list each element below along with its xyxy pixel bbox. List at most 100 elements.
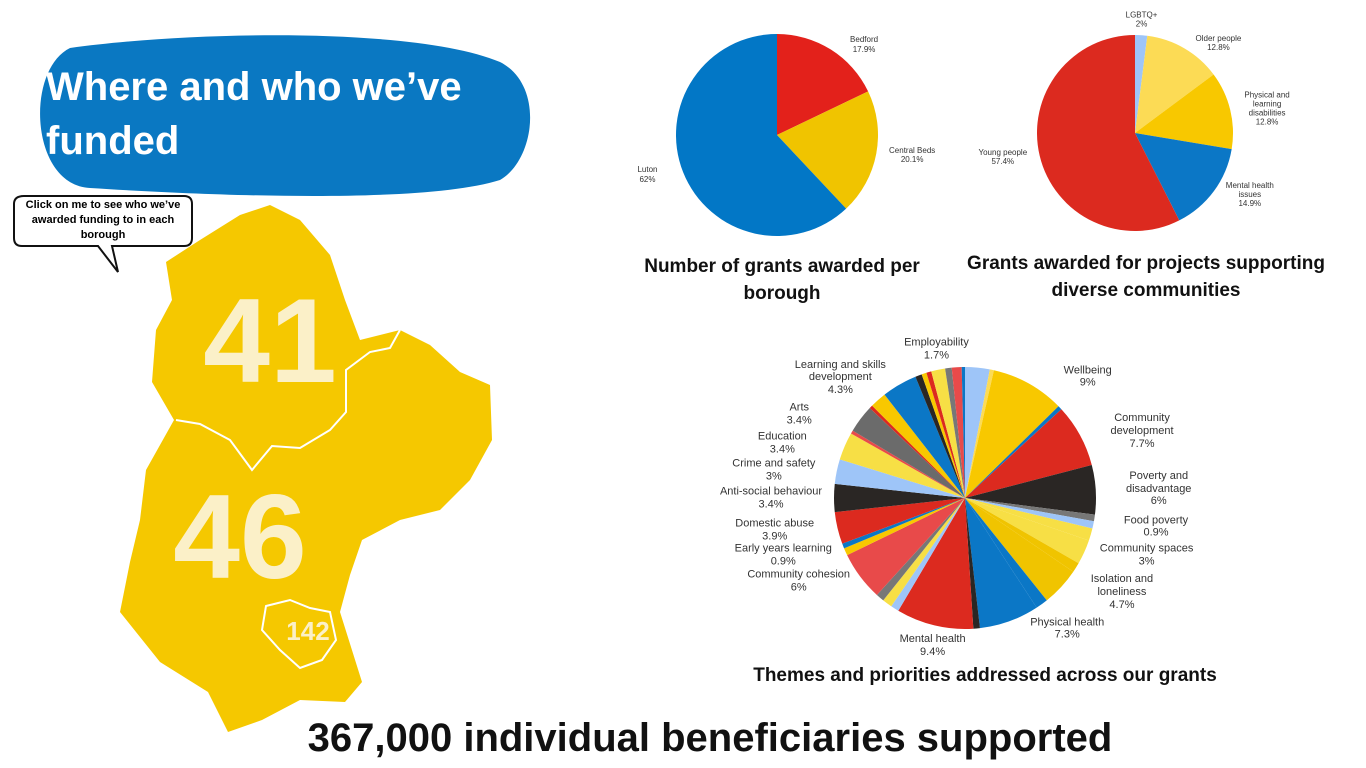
pie-label: Isolation and loneliness 4.7% (1067, 573, 1177, 611)
callout-text[interactable]: Click on me to see who we’ve awarded fun… (25, 199, 181, 241)
label-value: 17.9% (852, 44, 876, 54)
pie-slice (872, 394, 965, 498)
pie-label: Education 3.4% (727, 430, 837, 455)
pie-slice (965, 498, 1095, 522)
label-value: 7.3% (1054, 628, 1080, 641)
label-category: Bedford (850, 35, 879, 45)
pie-label: Mental health issues 14.9% (1219, 181, 1281, 209)
page-title: Where and who we’ve funded (46, 65, 462, 163)
pie-label: Community spaces 3% (1092, 543, 1202, 568)
callout-bubble[interactable] (13, 195, 193, 273)
label-value: 3.4% (769, 442, 795, 455)
pie-slice (1135, 133, 1232, 221)
title-blob (40, 35, 531, 197)
label-value: 14.9% (1238, 199, 1262, 209)
pie-slice (777, 34, 869, 135)
chart-title: Number of grants awarded per borough (644, 256, 920, 304)
label-value: 3.9% (762, 529, 788, 542)
label-category: Anti-social behaviour (719, 485, 823, 498)
pie-slice (676, 34, 847, 236)
label-category: Mental health issues (1225, 180, 1274, 199)
pie-label: Community cohesion 6% (744, 569, 854, 594)
pie-label: Anti-social behaviour 3.4% (716, 485, 826, 510)
pie-slice (945, 367, 965, 498)
label-category: Mental health (899, 633, 966, 646)
label-value: 9.4% (920, 645, 946, 658)
label-value: 3.4% (786, 414, 812, 427)
pie-slice (834, 459, 965, 498)
pie-label: Arts 3.4% (744, 401, 854, 426)
pie-slice (850, 430, 965, 498)
label-category: Arts (789, 401, 809, 414)
label-value: 3% (765, 469, 782, 482)
label-category: Community development (1110, 412, 1174, 438)
label-category: Domestic abuse (735, 517, 815, 530)
label-value: 7.7% (1129, 437, 1155, 450)
pie-slice (921, 372, 965, 498)
pie-slice (1135, 74, 1233, 150)
pie-label: Poverty and disadvantage 6% (1104, 470, 1214, 508)
pie-label: Mental health 9.4% (878, 633, 988, 658)
region-count: 142 (286, 616, 330, 646)
label-category: Food poverty (1123, 513, 1189, 526)
pie-slice (965, 498, 1047, 608)
pie-label: Luton 62% (618, 165, 678, 183)
label-category: Poverty and disadvantage (1125, 470, 1192, 495)
label-value: 6% (1150, 495, 1167, 508)
pie-slice (965, 498, 980, 629)
pie-slice (965, 498, 1079, 572)
region-count: 41 (203, 274, 337, 408)
pie-label: Physical health 7.3% (1012, 616, 1122, 641)
label-value: 9% (1079, 376, 1096, 389)
label-category: Central Beds (889, 145, 936, 155)
label-value: 4.3% (827, 384, 853, 397)
label-value: 4.7% (1109, 598, 1135, 611)
label-value: 0.9% (1143, 526, 1169, 539)
pie-slice (884, 376, 965, 498)
pie-label: Central Beds 20.1% (882, 146, 942, 164)
pie-slice (869, 405, 965, 498)
pie-slice (876, 498, 965, 601)
pie-label: Community development 7.7% (1087, 412, 1197, 450)
label-category: LGBTQ+ (1125, 10, 1158, 20)
pie-slice (965, 465, 1096, 515)
pie-slice (951, 367, 965, 498)
pie-slice (1135, 35, 1148, 133)
pie-slice (834, 483, 965, 513)
pie-slice (965, 498, 1074, 601)
pie-slice (898, 498, 974, 629)
label-value: 3.4% (758, 498, 784, 510)
map-border (175, 329, 401, 472)
label-category: Education (757, 430, 807, 443)
pie-slice (915, 374, 965, 498)
chart-title: Grants awarded for projects supporting d… (967, 253, 1325, 301)
label-category: Wellbeing (1063, 363, 1112, 376)
pie-label: Employability 1.7% (881, 337, 991, 362)
pie-slice (965, 367, 990, 498)
pie-label: Learning and skills development 4.3% (785, 359, 895, 397)
label-category: Community spaces (1099, 542, 1194, 555)
label-value: 3% (1138, 555, 1155, 568)
chart-title: Themes and priorities addressed across o… (753, 665, 1217, 686)
map-shape (120, 205, 492, 732)
pie-slice (965, 369, 994, 498)
label-category: Luton (637, 165, 658, 175)
label-value: 12.8% (1255, 117, 1279, 127)
label-category: Community cohesion (747, 568, 851, 581)
map-border (260, 598, 338, 670)
label-value: 1.7% (923, 349, 949, 362)
map[interactable] (120, 205, 492, 732)
label-category: Crime and safety (732, 457, 816, 470)
pie-label: Food poverty 0.9% (1101, 514, 1211, 539)
footer-text: 367,000 individual beneficiaries support… (307, 716, 1113, 760)
label-value: 6% (790, 581, 807, 594)
pie-slice (931, 368, 965, 498)
pie-label: Older people 12.8% (1187, 34, 1249, 52)
label-value: 12.8% (1207, 43, 1230, 53)
pie-slice (777, 91, 878, 209)
pie-label: Wellbeing 9% (1033, 364, 1143, 389)
pie-slice (883, 498, 965, 607)
pie-label: Domestic abuse 3.9% (720, 517, 830, 542)
pie-label: Young people 57.4% (972, 148, 1034, 166)
